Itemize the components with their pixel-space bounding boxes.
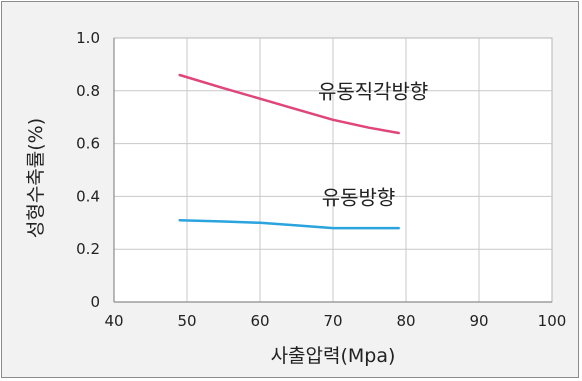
y-tick-label: 0.4 — [76, 187, 100, 205]
x-tick-label: 80 — [396, 312, 415, 330]
y-tick-label: 0.2 — [76, 240, 100, 258]
series-layer — [178, 73, 400, 230]
y-tick-label: 0.6 — [76, 135, 100, 153]
series-label-flow-direction: 유동방향 — [322, 185, 396, 209]
series-line-flow-direction — [178, 218, 400, 230]
grid — [113, 38, 552, 303]
y-axis-title: 성형수축률(%) — [25, 118, 47, 238]
x-tick-label: 60 — [250, 312, 269, 330]
y-tick-label: 0 — [90, 293, 100, 311]
x-axis-title: 사출압력(Mpa) — [271, 345, 396, 367]
x-tick-label: 90 — [469, 312, 488, 330]
x-tick-label: 100 — [538, 312, 567, 330]
y-tick-label: 0.8 — [76, 82, 100, 100]
y-axis-ticks: 0 0.2 0.4 0.6 0.8 1.0 — [76, 29, 100, 311]
x-tick-label: 70 — [323, 312, 342, 330]
series-label-flow-perpendicular: 유동직각방향 — [318, 80, 428, 104]
x-tick-label: 40 — [104, 312, 123, 330]
x-tick-label: 50 — [177, 312, 196, 330]
y-tick-label: 1.0 — [76, 29, 100, 47]
series-line-flow-perpendicular — [178, 73, 400, 135]
x-axis-ticks: 40 50 60 70 80 90 100 — [104, 312, 566, 330]
